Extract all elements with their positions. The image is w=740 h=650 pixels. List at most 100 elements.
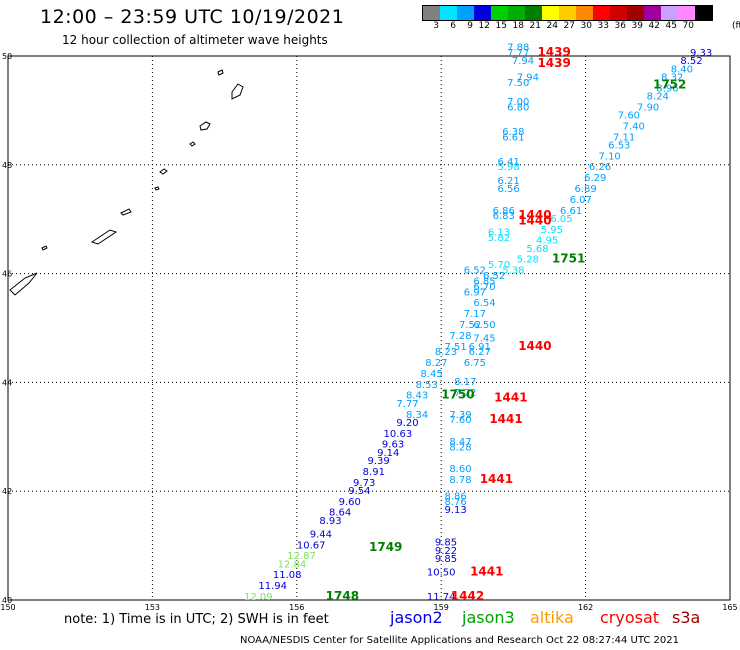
color-scale-tick: 42 [648,21,660,31]
latitude-tick-label: 48 [2,161,12,170]
swh-value: 8.60 [449,464,471,475]
longitude-tick-label: 165 [722,603,737,612]
swh-value: 8.93 [319,516,341,527]
swh-value: 6.07 [570,195,592,206]
legend-jason2: jason2 [390,608,443,627]
coastline [9,69,244,296]
swh-value: 6.27 [469,347,491,358]
swh-value: 6.61 [560,206,582,217]
longitude-tick-label: 156 [289,603,304,612]
swh-value: 8.64 [329,508,351,519]
color-scale-tick: 6 [450,21,456,31]
swh-value: 5.68 [526,244,548,255]
swh-value: 5.70 [488,260,510,271]
swh-value: 7.94 [517,72,539,83]
pass-time-label: 1749 [369,540,402,554]
swh-value: 5.95 [541,225,563,236]
swh-value: 8.43 [406,391,428,402]
longitude-tick-label: 150 [0,603,15,612]
color-scale-tick: 39 [631,21,643,31]
swh-value: 6.52 [464,266,486,277]
swh-value: 8.96 [656,83,678,94]
kuril-island-shape [199,121,211,131]
swh-value: 8.23 [435,347,457,358]
legend-altika: altika [530,608,574,627]
swh-value: 6.38 [502,127,524,138]
pass-time-label: 1752 [653,78,686,92]
swh-value: 6.86 [493,206,515,217]
pass-time-label: 1439 [537,45,570,59]
swh-value: 8.45 [420,369,442,380]
swh-value: 8.17 [454,377,476,388]
swh-value: 6.75 [464,358,486,369]
swh-value: 9.14 [377,448,399,459]
footnote: note: 1) Time is in UTC; 2) SWH is in fe… [64,612,329,627]
swh-value: 9.85 [435,538,457,549]
swh-value: 7.77 [507,48,529,59]
swh-value: 7.45 [473,334,495,345]
kuril-island-shape [120,208,132,216]
kuril-island-shape [154,186,160,191]
swh-value: 9.85 [435,554,457,565]
swh-value: 7.60 [449,415,471,426]
map-subtitle: 12 hour collection of altimeter wave hei… [62,33,328,47]
swh-value: 6.05 [550,214,572,225]
swh-value: 7.51 [445,342,467,353]
lat-lon-grid [7,55,731,601]
swh-value: 12.87 [287,551,316,562]
swh-value: 6.70 [473,282,495,293]
swh-value: 9.60 [339,497,361,508]
pass-time-label: 1442 [451,589,484,603]
swh-value: 6.21 [497,176,519,187]
pass-time-label: 1441 [480,472,513,486]
color-swatch [661,6,678,20]
swh-value: 12.84 [278,559,307,570]
swh-value: 7.40 [623,121,645,132]
pass-time-label: 1440 [518,208,551,222]
swh-value: 6.97 [464,287,486,298]
swh-value: 5.38 [502,266,524,277]
color-swatch [474,6,491,20]
swh-value: 8.40 [671,64,693,75]
legend-jason3: jason3 [462,608,515,627]
swh-value: 9.20 [396,418,418,429]
swh-value: 6.53 [608,140,630,151]
color-scale-ticks: 3 6 9 12 15 18 21 24 27 30 33 36 39 42 45 70 [422,21,713,31]
color-swatch [542,6,559,20]
color-scale-tick: 15 [495,21,507,31]
color-swatch [678,6,695,20]
kuril-island-shape [189,141,196,147]
legend-s3a: s3a [672,608,701,627]
color-swatch [457,6,474,20]
color-scale-tick: 3 [433,21,439,31]
swh-value: 8.53 [416,380,438,391]
latitude-tick-label: 44 [2,378,12,387]
pass-time-label: 1751 [552,252,585,266]
color-scale-tick: 21 [529,21,541,31]
swh-value: 10.67 [297,540,326,551]
swh-value: 8.28 [449,442,471,453]
swh-value: 6.85 [473,276,495,287]
swh-value: 7.77 [396,399,418,410]
longitude-tick-label: 162 [578,603,593,612]
legend-cryosat: cryosat [600,608,660,627]
swh-value: 11.08 [273,570,302,581]
kuril-island-shape [217,69,224,76]
swh-value: 5.98 [497,162,519,173]
color-scale-tick: 18 [512,21,524,31]
swh-value: 10.63 [384,429,413,440]
pass-time-label: 1440 [518,339,551,353]
swh-value: 6.52 [483,271,505,282]
color-scale-tick: 24 [546,21,558,31]
color-swatch [610,6,627,20]
swh-value: 7.94 [512,56,534,67]
swh-value: 10.50 [427,568,456,579]
swh-value: 8.86 [445,491,467,502]
latitude-tick-label: 40 [2,596,12,605]
kuril-island-shape [231,83,244,100]
pass-time-label: 1748 [326,589,359,603]
color-scale-tick: 70 [682,21,694,31]
color-swatch [491,6,508,20]
color-swatch [576,6,593,20]
